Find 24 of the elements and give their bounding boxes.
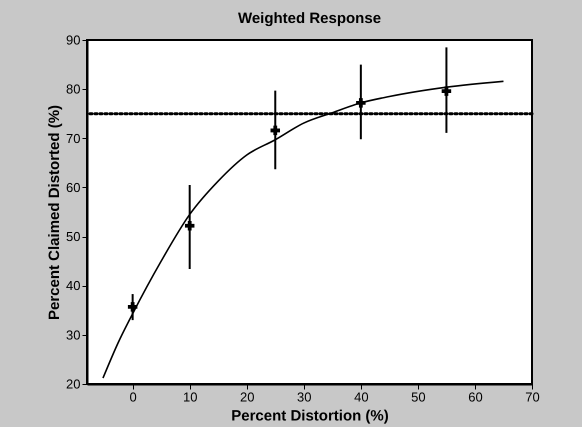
y-axis-title: Percent Claimed Distorted (%) [46, 104, 64, 320]
y-tick-label: 50 [66, 229, 80, 244]
y-tick-label: 90 [66, 32, 80, 48]
x-tick-label: 60 [468, 390, 483, 404]
y-tick-label: 70 [66, 130, 80, 146]
y-tick-label: 80 [66, 82, 80, 97]
x-tick-label: 0 [130, 390, 137, 404]
x-tick-label: 10 [182, 390, 198, 404]
x-axis-title: Percent Distortion (%) [231, 408, 389, 424]
point [270, 126, 280, 136]
x-tick-label: 40 [354, 390, 369, 404]
x-tick-label: 20 [240, 390, 254, 404]
y-tick-label: 20 [66, 376, 80, 392]
x-tick-label: 50 [411, 390, 426, 404]
x-tick-label: 70 [525, 390, 540, 404]
point [128, 302, 138, 312]
point [356, 98, 366, 108]
y-tick-label: 40 [66, 278, 80, 294]
chart-title: Weighted Response [238, 10, 382, 27]
x-tick-label: 30 [297, 390, 312, 404]
point [184, 221, 194, 231]
y-tick-label: 60 [66, 180, 80, 195]
y-tick-label: 30 [66, 327, 80, 342]
point [442, 86, 452, 96]
